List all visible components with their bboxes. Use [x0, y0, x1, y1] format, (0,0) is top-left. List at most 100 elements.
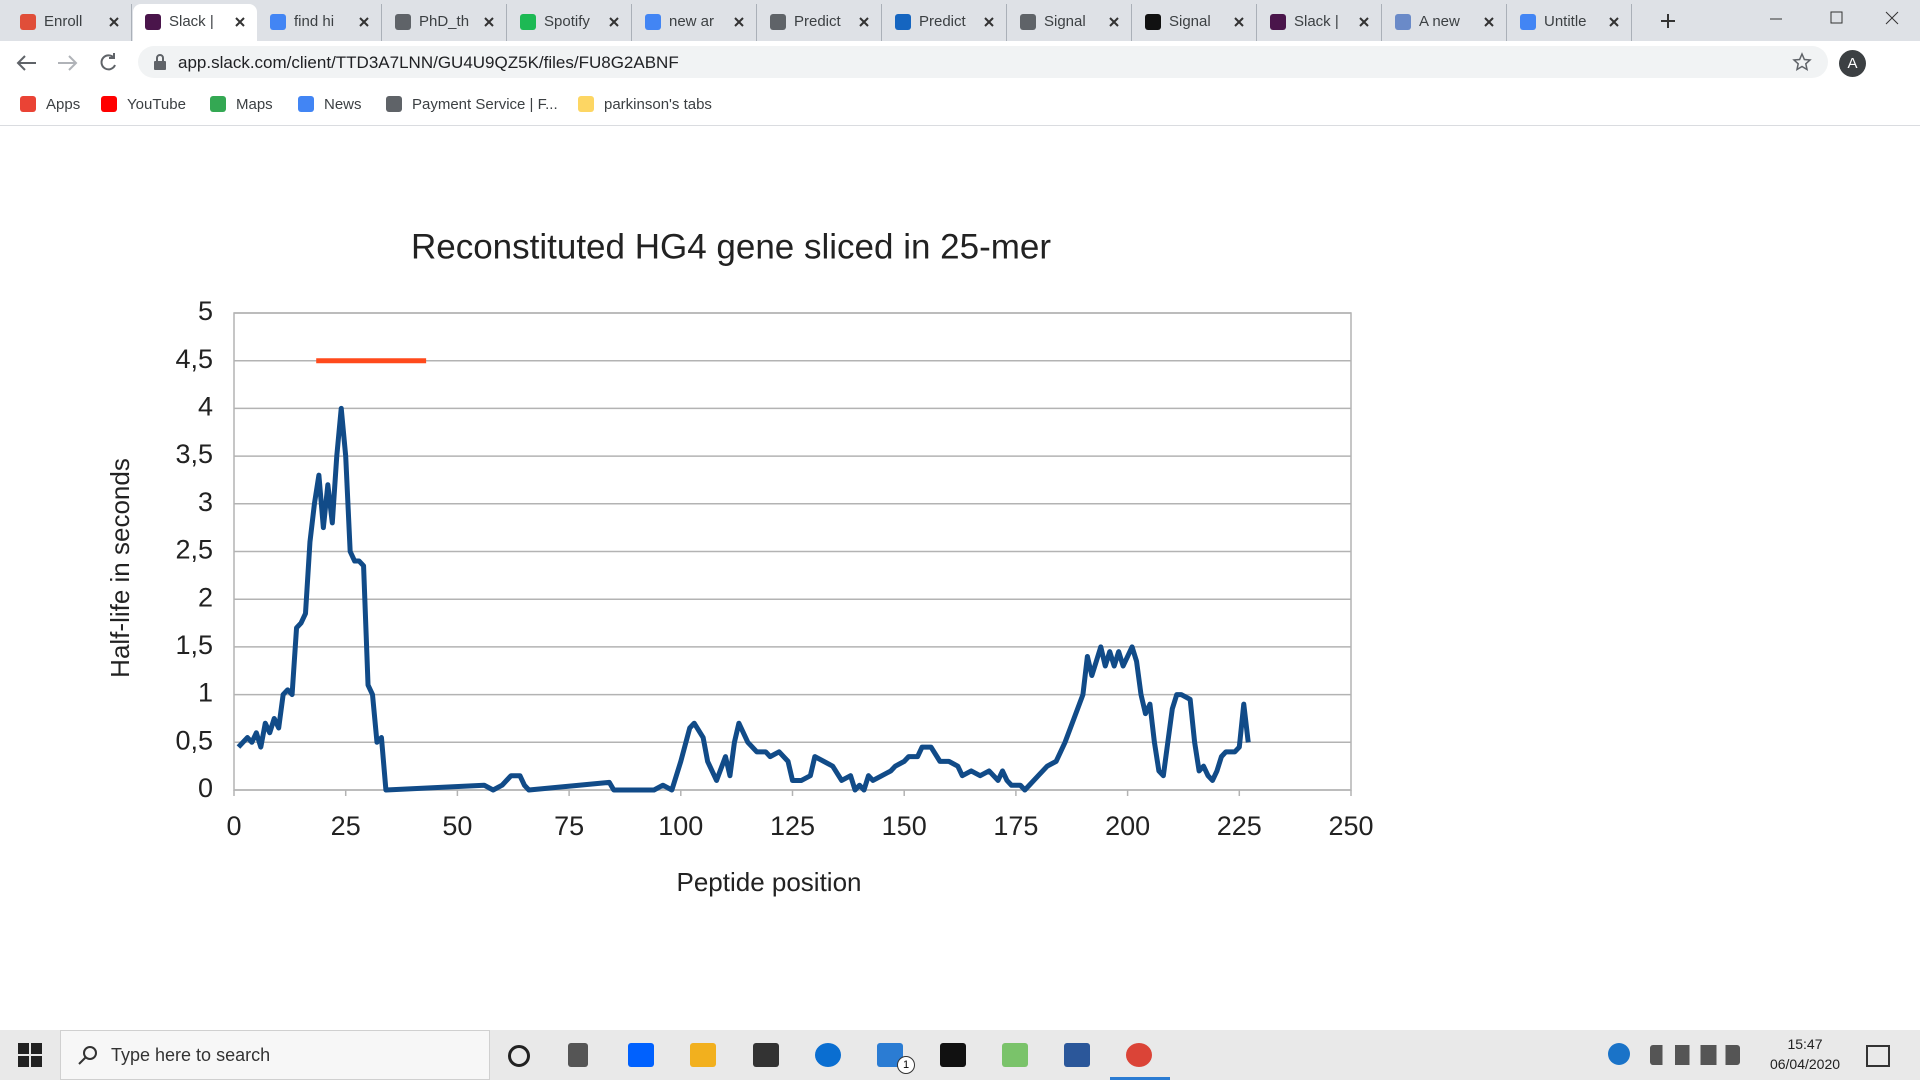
x-tick-label: 225	[1217, 811, 1262, 841]
close-glyph	[859, 17, 869, 27]
tab[interactable]: find hi	[258, 4, 382, 41]
y-tick-label: 3	[198, 487, 213, 517]
tab-close[interactable]	[1609, 17, 1619, 27]
tab-favicon	[395, 14, 411, 30]
close	[1885, 11, 1899, 25]
clock[interactable]: 15:47 06/04/2020	[1760, 1034, 1850, 1074]
tab-title[interactable]: Slack |	[169, 13, 214, 30]
new-tab	[1661, 14, 1675, 28]
tab-title[interactable]: new ar	[669, 13, 715, 30]
tab-close[interactable]	[109, 17, 119, 27]
tab-close[interactable]	[859, 17, 869, 27]
omnibox[interactable]: app.slack.com/client/TTD3A7LNN/GU4U9QZ5K…	[138, 46, 1828, 78]
y-tick-label: 2,5	[175, 535, 213, 565]
tray-icons[interactable]	[1650, 1045, 1740, 1065]
nav-buttons[interactable]	[0, 41, 130, 84]
window-controls[interactable]	[1600, 0, 1920, 41]
tab[interactable]: Spotify	[508, 4, 632, 41]
start-button[interactable]	[18, 1043, 42, 1067]
search-placeholder[interactable]: Type here to search	[111, 1045, 271, 1065]
dropbox-icon[interactable]	[628, 1043, 654, 1067]
y-tick-label: 1,5	[175, 630, 213, 660]
tab-close[interactable]	[609, 17, 619, 27]
star-icon[interactable]	[1792, 52, 1812, 72]
bookmark[interactable]: parkinson's tabs	[578, 96, 712, 113]
url[interactable]: app.slack.com/client/TTD3A7LNN/GU4U9QZ5K…	[178, 53, 679, 72]
x-tick-label: 100	[658, 811, 703, 841]
tab-close[interactable]	[484, 17, 494, 27]
tab[interactable]: Predict	[758, 4, 882, 41]
tab-title[interactable]: PhD_th	[419, 13, 470, 30]
bookmark-icon	[210, 96, 226, 112]
bookmark-label[interactable]: Apps	[46, 96, 81, 113]
bookmark[interactable]: News	[298, 96, 362, 113]
x-tick-label: 25	[331, 811, 361, 841]
tab-title[interactable]: find hi	[294, 13, 335, 30]
x-tick-label: 50	[442, 811, 472, 841]
y-tick-label: 5	[198, 296, 213, 326]
y-tick-label: 0,5	[175, 725, 213, 755]
task-view-icon[interactable]	[568, 1043, 588, 1067]
tab[interactable]: Predict	[883, 4, 1007, 41]
tab[interactable]: Signal	[1133, 4, 1257, 41]
close-glyph	[1234, 17, 1244, 27]
bookmark-label[interactable]: YouTube	[127, 96, 186, 113]
tab-close[interactable]	[1359, 17, 1369, 27]
y-tick-label: 1	[198, 678, 213, 708]
bookmark-label[interactable]: Payment Service | F...	[412, 96, 558, 113]
y-tick-label: 2	[198, 582, 213, 612]
cortana-icon[interactable]	[508, 1045, 530, 1067]
word-icon[interactable]	[1064, 1043, 1090, 1067]
x-tick-label: 175	[993, 811, 1038, 841]
close-glyph	[235, 17, 245, 27]
app-icon[interactable]	[1002, 1043, 1028, 1067]
tab-title[interactable]: Predict	[919, 13, 966, 30]
search-box[interactable]: Type here to search	[60, 1030, 490, 1080]
tab-close[interactable]	[1234, 17, 1244, 27]
tab[interactable]: Slack |	[1258, 4, 1382, 41]
tab-close[interactable]	[1109, 17, 1119, 27]
tab-title[interactable]: Enroll	[44, 13, 83, 30]
tab-favicon	[270, 14, 286, 30]
tab[interactable]: PhD_th	[383, 4, 507, 41]
bookmark[interactable]: Apps	[20, 96, 80, 113]
explorer-icon[interactable]	[690, 1043, 716, 1067]
address-bar: app.slack.com/client/TTD3A7LNN/GU4U9QZ5K…	[0, 41, 1920, 84]
tab-title[interactable]: Signal	[1044, 13, 1086, 30]
bookmark-label[interactable]: parkinson's tabs	[604, 96, 712, 113]
tab-title[interactable]: Signal	[1169, 13, 1211, 30]
data-line	[236, 405, 1251, 793]
tab-close[interactable]	[359, 17, 369, 27]
close-glyph	[609, 17, 619, 27]
tab-close[interactable]	[235, 17, 245, 27]
close-glyph	[484, 17, 494, 27]
tab[interactable]: Slack |	[133, 4, 257, 41]
tab[interactable]: A new	[1383, 4, 1507, 41]
bookmark[interactable]: Maps	[210, 96, 273, 113]
tab[interactable]: Signal	[1008, 4, 1132, 41]
chrome-icon[interactable]	[1126, 1043, 1152, 1067]
store-icon[interactable]	[753, 1043, 779, 1067]
tab[interactable]: Untitle	[1508, 4, 1632, 41]
tab-title[interactable]: Slack |	[1294, 13, 1339, 30]
help-icon[interactable]	[1608, 1043, 1630, 1065]
edge-icon[interactable]	[815, 1043, 841, 1067]
tab[interactable]: Enroll	[8, 4, 132, 41]
bookmark-label[interactable]: Maps	[236, 96, 273, 113]
profile-button[interactable]: A	[1839, 50, 1866, 77]
tab-favicon	[1395, 14, 1411, 30]
bookmark[interactable]: Payment Service | F...	[386, 96, 558, 113]
tab-title[interactable]: Untitle	[1544, 13, 1587, 30]
notification-icon[interactable]	[1866, 1045, 1890, 1067]
bookmarks-bar: Apps YouTube Maps News Payment Service | F..…	[0, 84, 1920, 126]
tab-title[interactable]: Spotify	[544, 13, 590, 30]
tab[interactable]: new ar	[633, 4, 757, 41]
tab-close[interactable]	[734, 17, 744, 27]
bookmark[interactable]: YouTube	[101, 96, 186, 113]
bookmark-label[interactable]: News	[324, 96, 362, 113]
tab-close[interactable]	[1484, 17, 1494, 27]
tab-title[interactable]: A new	[1419, 13, 1460, 30]
tab-title[interactable]: Predict	[794, 13, 841, 30]
tab-close[interactable]	[984, 17, 994, 27]
netflix-icon[interactable]	[940, 1043, 966, 1067]
